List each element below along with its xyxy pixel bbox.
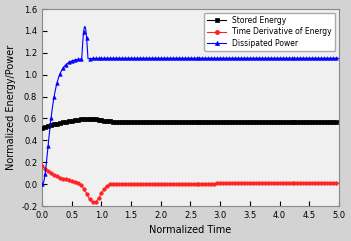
Stored Energy xyxy=(177,120,181,123)
Time Derivative of Energy xyxy=(40,164,44,167)
Stored Energy xyxy=(328,120,332,123)
Time Derivative of Energy xyxy=(177,182,181,185)
Dissipated Power xyxy=(83,25,87,28)
X-axis label: Normalized Time: Normalized Time xyxy=(150,225,232,235)
Dissipated Power xyxy=(337,57,341,60)
Y-axis label: Normalized Energy/Power: Normalized Energy/Power xyxy=(6,45,15,170)
Time Derivative of Energy xyxy=(55,175,59,178)
Stored Energy xyxy=(55,122,59,125)
Dissipated Power xyxy=(328,57,332,60)
Dissipated Power xyxy=(274,57,278,60)
Stored Energy xyxy=(184,120,188,123)
Line: Stored Energy: Stored Energy xyxy=(40,117,340,130)
Stored Energy xyxy=(337,120,341,123)
Dissipated Power xyxy=(55,80,59,83)
Time Derivative of Energy xyxy=(328,182,332,185)
Time Derivative of Energy xyxy=(328,182,332,185)
Dissipated Power xyxy=(184,57,188,60)
Dissipated Power xyxy=(177,57,181,60)
Time Derivative of Energy xyxy=(274,182,278,185)
Stored Energy xyxy=(328,120,332,123)
Time Derivative of Energy xyxy=(337,182,341,185)
Line: Time Derivative of Energy: Time Derivative of Energy xyxy=(40,164,340,204)
Time Derivative of Energy xyxy=(184,182,188,185)
Dissipated Power xyxy=(40,183,44,186)
Dissipated Power xyxy=(328,57,332,60)
Stored Energy xyxy=(40,127,44,130)
Line: Dissipated Power: Dissipated Power xyxy=(40,25,340,186)
Stored Energy xyxy=(85,117,89,120)
Legend: Stored Energy, Time Derivative of Energy, Dissipated Power: Stored Energy, Time Derivative of Energy… xyxy=(204,13,335,51)
Time Derivative of Energy xyxy=(92,201,96,204)
Stored Energy xyxy=(274,120,278,123)
